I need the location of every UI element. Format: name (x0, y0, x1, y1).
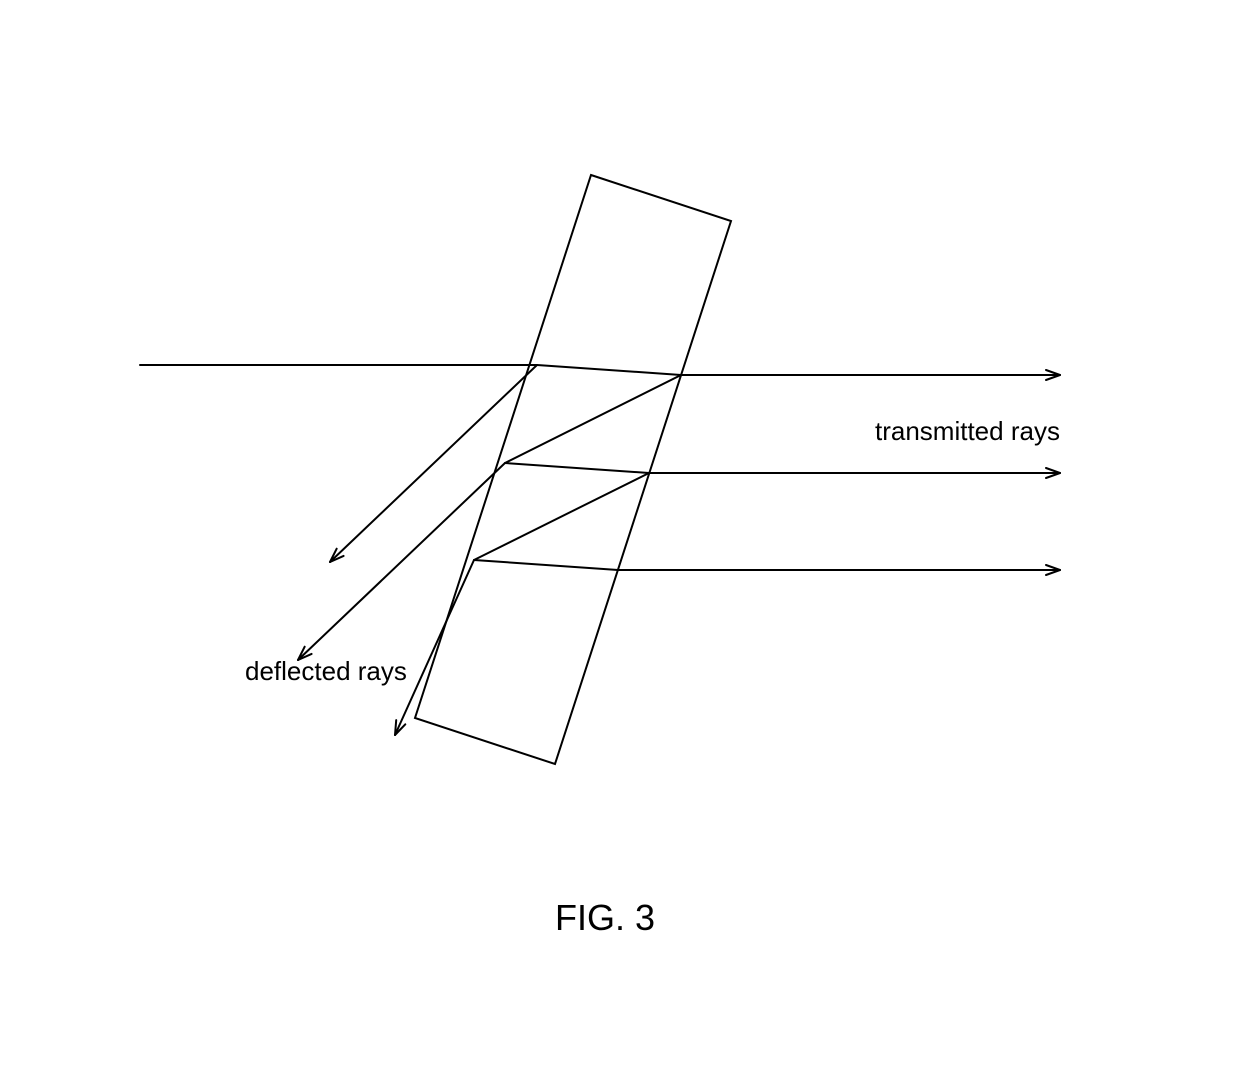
transmitted-ray-2 (649, 468, 1060, 478)
figure-caption: FIG. 3 (555, 897, 655, 938)
deflected-ray-3 (395, 560, 474, 735)
transmitted-rays (618, 370, 1060, 575)
transmitted-ray-1 (681, 370, 1060, 380)
label-transmitted-rays: transmitted rays (875, 416, 1060, 446)
slab-rectangle (415, 175, 731, 764)
transmitted-ray-3 (618, 565, 1060, 575)
label-deflected-rays: deflected rays (245, 656, 407, 686)
